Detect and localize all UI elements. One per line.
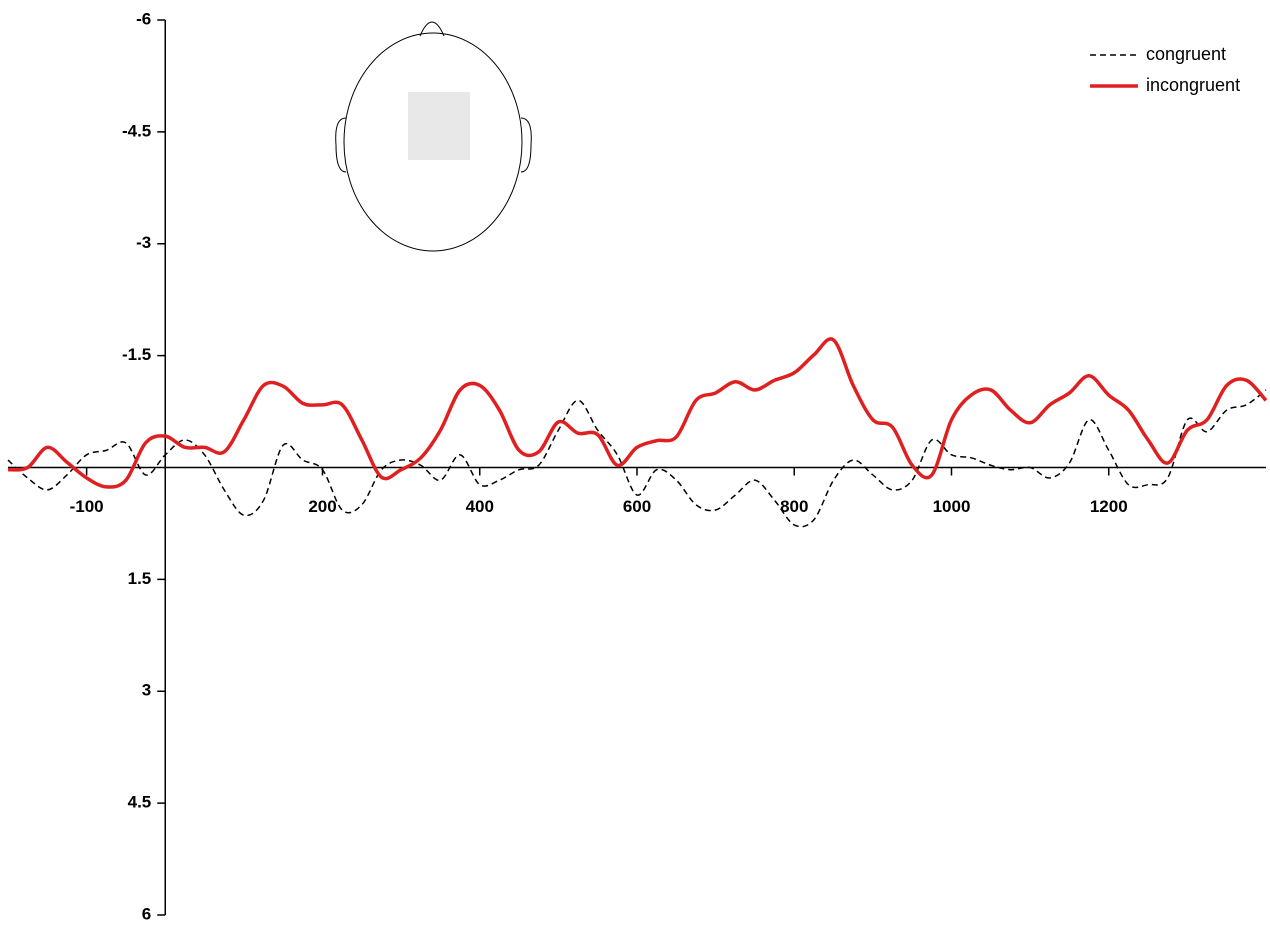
electrode-region (408, 92, 470, 160)
y-tick-label: 4.5 (128, 793, 152, 812)
legend-label: congruent (1146, 44, 1226, 64)
y-tick-label: -4.5 (122, 121, 151, 140)
x-tick-label: 600 (623, 497, 651, 516)
x-tick-label: -100 (70, 497, 104, 516)
right-ear (520, 117, 532, 173)
head-outline (343, 32, 523, 252)
x-tick-label: 1200 (1090, 497, 1128, 516)
x-tick-label: 800 (780, 497, 808, 516)
series-line (7, 389, 1267, 528)
series-line (7, 337, 1268, 489)
x-tick-label: 1000 (933, 497, 971, 516)
left-ear (335, 117, 347, 173)
nose (419, 21, 445, 37)
head-map (335, 21, 532, 252)
legend-label: incongruent (1146, 75, 1240, 95)
y-tick-label: 3 (142, 681, 151, 700)
x-tick-label: 400 (466, 497, 494, 516)
y-tick-label: 1.5 (128, 569, 152, 588)
y-tick-label: -6 (136, 9, 151, 28)
x-tick-label: 200 (308, 497, 336, 516)
y-tick-label: 6 (142, 904, 151, 923)
y-tick-label: -3 (136, 233, 151, 252)
y-tick-label: -1.5 (122, 345, 151, 364)
